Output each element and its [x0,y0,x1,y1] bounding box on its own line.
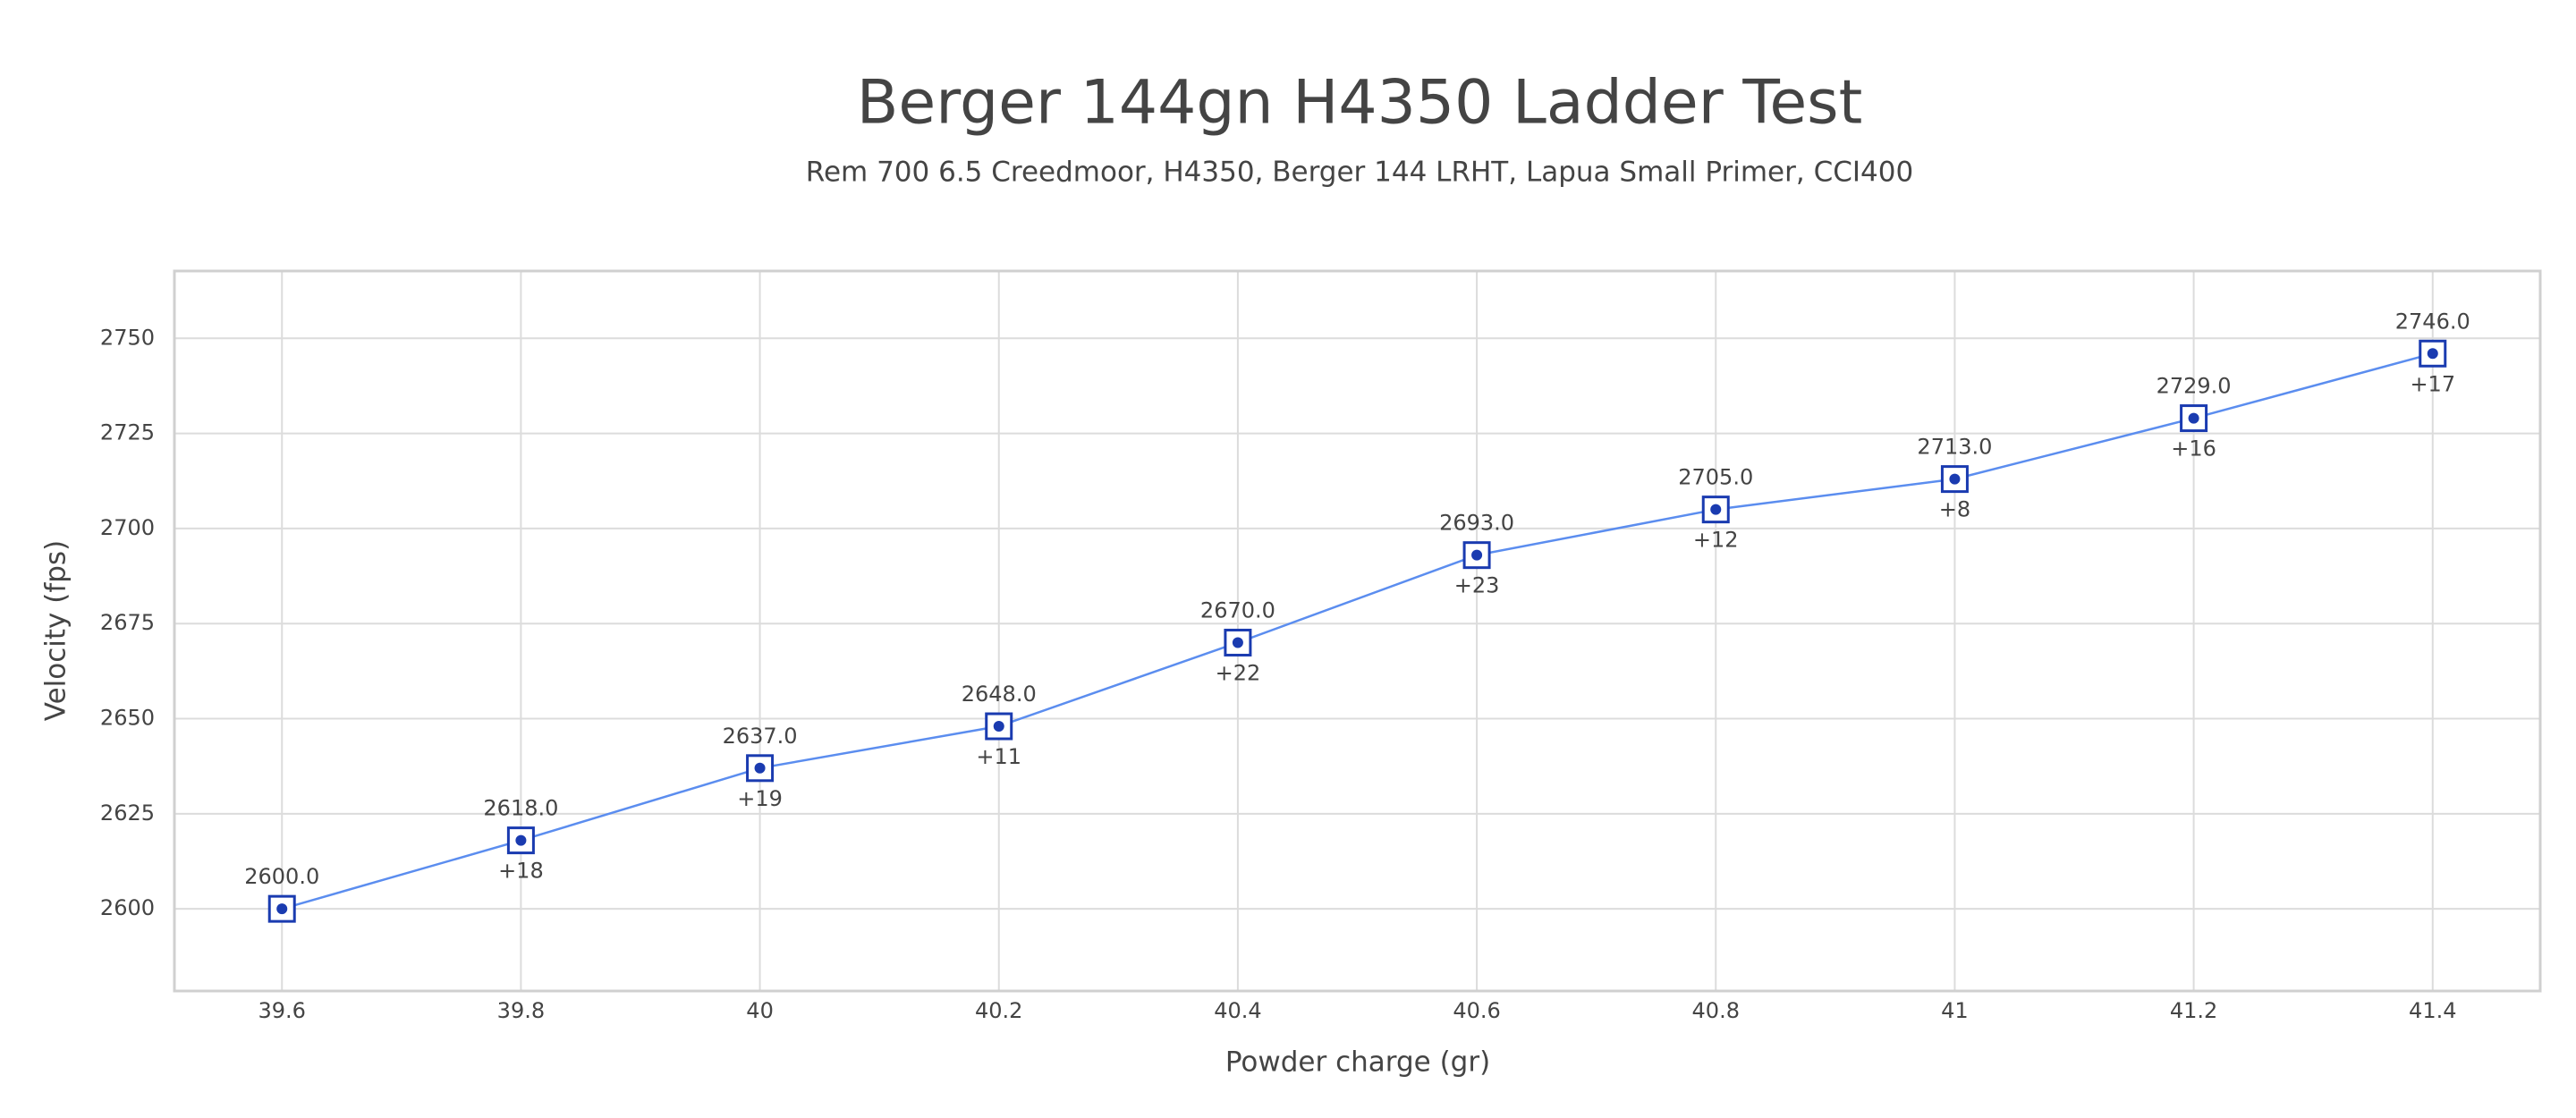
x-tick-label: 40.4 [1214,998,1261,1023]
y-tick-label: 2600 [100,895,155,920]
x-tick-label: 40 [746,998,774,1023]
delta-label: +11 [976,744,1021,769]
chart-title: Berger 144gn H4350 Ladder Test [857,68,1863,139]
marker [1462,541,1491,570]
value-label: 2705.0 [1678,465,1753,490]
y-tick-label: 2750 [100,325,155,350]
value-label: 2746.0 [2395,309,2470,334]
value-label: 2693.0 [1439,511,1514,536]
chart-subtitle: Rem 700 6.5 Creedmoor, H4350, Berger 144… [806,157,1913,189]
marker-dot [754,762,766,774]
marker-dot [1949,473,1961,485]
marker-dot [2188,412,2199,424]
value-label: 2648.0 [962,682,1037,707]
x-axis-title: Powder charge (gr) [1225,1046,1490,1079]
x-tick-label: 39.8 [497,998,545,1023]
plot-frame [173,269,2542,993]
delta-label: +8 [1939,497,1970,522]
y-tick-label: 2725 [100,420,155,445]
marker-dot [1710,504,1722,515]
marker-dot [1471,549,1483,561]
x-tick-label: 41 [1941,998,1969,1023]
value-label: 2729.0 [2157,374,2232,399]
marker [1940,465,1969,494]
data-line [281,352,2434,910]
value-label: 2637.0 [723,724,798,749]
delta-label: +17 [2410,371,2455,396]
x-tick-label: 40.6 [1453,998,1500,1023]
y-tick-label: 2675 [100,610,155,635]
value-label: 2713.0 [1917,435,1992,460]
x-tick-label: 41.4 [2409,998,2456,1023]
value-label: 2670.0 [1200,597,1275,623]
marker-dot [993,721,1004,733]
marker-dot [515,834,527,846]
marker-dot [276,903,288,915]
delta-label: +18 [498,859,544,884]
delta-label: +22 [1216,660,1261,685]
y-tick-label: 2625 [100,800,155,826]
delta-label: +12 [1693,528,1739,553]
x-tick-label: 40.2 [975,998,1022,1023]
value-label: 2600.0 [244,864,319,889]
value-label: 2618.0 [483,796,558,821]
y-axis-title: Velocity (fps) [40,540,72,721]
marker-dot [2427,348,2438,360]
delta-label: +23 [1454,573,1500,598]
x-tick-label: 41.2 [2170,998,2217,1023]
delta-label: +16 [2171,436,2216,462]
x-tick-label: 39.6 [258,998,306,1023]
x-tick-label: 40.8 [1692,998,1740,1023]
marker-dot [1232,637,1243,648]
delta-label: +19 [737,786,783,811]
y-tick-label: 2700 [100,515,155,540]
y-tick-label: 2650 [100,706,155,731]
